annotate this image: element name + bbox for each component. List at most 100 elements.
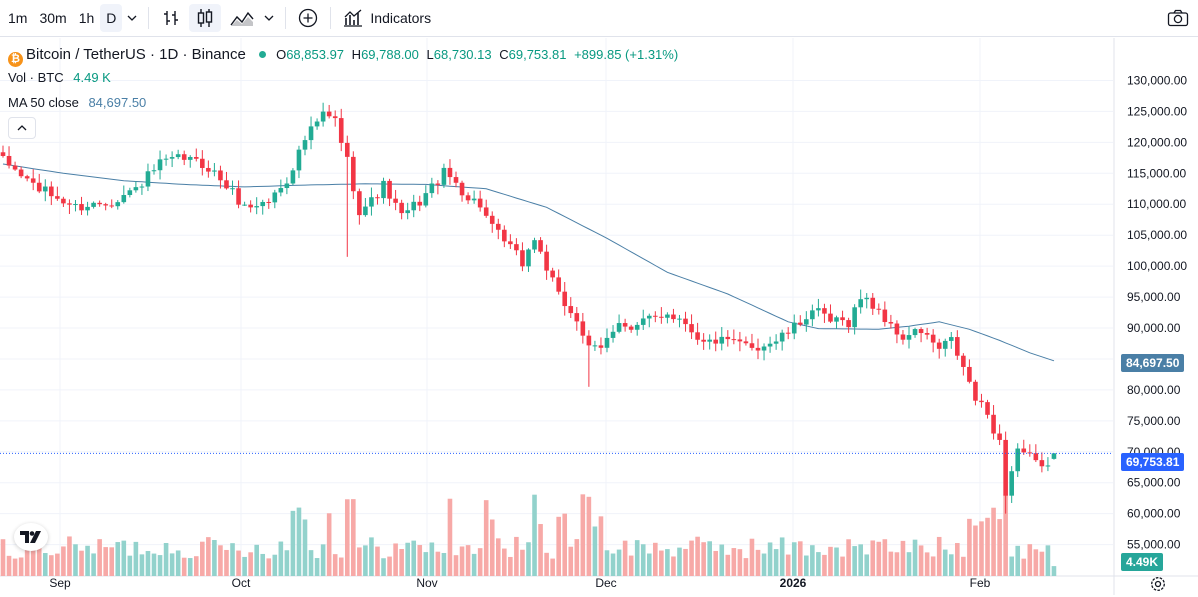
volume-bar [254,544,259,576]
volume-bar [314,558,320,576]
volume-bar [1009,556,1014,576]
interval-button-30m[interactable]: 30m [39,10,67,26]
candle-body [713,339,719,344]
interval-button-d[interactable]: D [100,4,123,32]
volume-bar [332,554,338,576]
ma-legend-row[interactable]: MA 50 close 84,697.50 [8,95,146,110]
volume-bar [393,543,398,576]
interval-dropdown-chevron-icon[interactable] [122,4,142,32]
candle-body [357,191,362,216]
volume-bar [55,553,60,576]
volume-bar [822,554,827,576]
volume-bar [900,540,906,576]
y-tick-label: 110,000.00 [1127,197,1186,211]
volume-bar [520,549,525,576]
candle-body [556,277,561,292]
camera-snapshot-icon[interactable] [1164,4,1192,32]
candle-body [598,345,604,348]
volume-bar [955,543,960,576]
bar-chart-type-icon[interactable] [155,4,187,32]
volume-bar [604,550,610,576]
chart-type-chevron-icon[interactable] [259,4,279,32]
volume-bar [127,555,133,576]
candle-body [924,333,930,335]
candle-body [30,178,36,183]
volume-bar [212,540,217,576]
volume-bar [773,549,779,576]
candle-body [387,180,392,199]
candle-body [882,309,888,323]
candle-body [157,159,163,171]
volume-bar [24,538,30,576]
volume-bar [369,537,374,576]
volume-bar [930,556,936,576]
volume-label: Vol · BTC [8,70,64,85]
volume-bar [840,556,845,576]
candle-body [508,241,513,245]
candles-chart-type-icon[interactable] [189,4,222,32]
candle-body [224,180,229,189]
candle-body [797,322,803,325]
volume-bar [260,553,266,576]
candle-body [169,157,175,159]
candle-body [109,205,115,207]
candle-body [586,335,592,346]
open-label: O [276,47,287,62]
volume-bar [399,549,404,576]
candle-body [689,324,694,333]
volume-bar [351,499,356,576]
volume-bar [502,548,507,576]
candle-body [1039,460,1045,467]
collapse-legend-button[interactable] [8,117,36,139]
volume-bar [435,551,441,576]
candle-body [278,188,284,193]
volume-bar [677,547,682,576]
volume-legend-row[interactable]: Vol · BTC 4.49 K [8,70,111,85]
candle-body [846,320,851,328]
volume-bar [864,554,870,576]
candle-body [495,223,501,230]
volume-bar [731,548,737,576]
volume-bar [139,554,145,576]
volume-bar [308,550,314,576]
volume-bar [30,548,36,576]
interval-button-1m[interactable]: 1m [8,10,28,26]
candle-body [646,315,652,319]
interval-button-1h[interactable]: 1h [78,10,95,26]
candle-body [737,339,743,342]
symbol-title[interactable]: Bitcoin / TetherUS · 1D · Binance [26,46,246,63]
volume-bar [683,548,688,576]
candle-body [930,334,936,343]
tradingview-logo-icon[interactable] [14,523,48,551]
volume-bar [749,538,755,576]
candle-body [61,198,66,204]
candle-body [423,193,429,206]
volume-bar [91,553,96,576]
candle-body [405,210,410,214]
candle-body [79,204,84,211]
candle-body [91,202,96,207]
candle-body [193,156,199,159]
price-chart[interactable]: 130,000.00 125,000.00 120,000.00 115,000.00… [0,38,1198,595]
volume-bar [659,550,664,576]
volume-bar [876,541,882,576]
candle-body [864,297,870,300]
y-tick-label: 100,000.00 [1127,259,1187,273]
chart-settings-gear-icon[interactable] [1150,576,1166,597]
candle-body [465,195,471,201]
volume-bar [743,558,749,576]
change-value: +899.85 (+1.31%) [574,47,679,62]
candle-body [785,332,791,334]
symbol-legend-row: ₿ Bitcoin / TetherUS · 1D · Binance O68,8… [8,46,678,67]
indicators-button[interactable]: Indicators [337,4,437,32]
volume-bar [169,553,175,576]
candle-body [236,188,241,205]
volume-bar [85,545,90,576]
volume-bar [610,553,616,576]
candle-body [580,321,586,336]
candle-body [683,318,688,325]
candle-body [1045,465,1051,467]
compare-add-symbol-icon[interactable] [292,4,324,32]
candle-body [773,341,779,344]
area-chart-type-icon[interactable] [225,4,259,32]
